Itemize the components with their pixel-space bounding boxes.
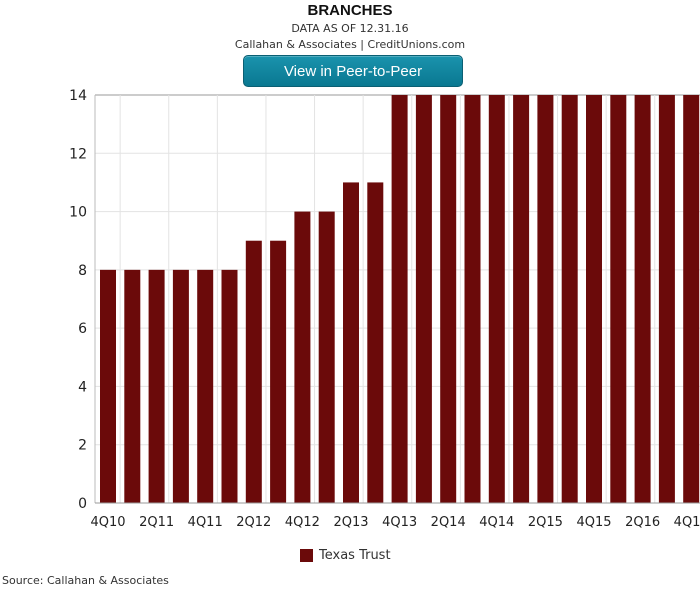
source-note: Source: Callahan & Associates xyxy=(2,574,169,587)
x-tick-label: 2Q15 xyxy=(528,515,563,530)
legend-swatch xyxy=(300,549,313,562)
bar xyxy=(245,240,262,503)
bar xyxy=(148,269,165,503)
bar xyxy=(197,269,214,503)
legend: Texas Trust xyxy=(300,548,391,563)
x-tick-label: 4Q15 xyxy=(576,515,611,530)
bar xyxy=(634,95,651,503)
bar xyxy=(172,269,189,503)
x-tick-label: 4Q12 xyxy=(285,515,320,530)
bar xyxy=(415,95,432,503)
bar xyxy=(610,95,627,503)
legend-label: Texas Trust xyxy=(319,548,391,563)
bar xyxy=(513,95,530,503)
bar xyxy=(488,95,505,503)
bar xyxy=(221,269,238,503)
bar xyxy=(270,240,287,503)
bar xyxy=(440,95,457,503)
bar xyxy=(586,95,602,503)
y-tick-label: 6 xyxy=(78,321,87,337)
y-tick-label: 0 xyxy=(78,496,87,512)
x-tick-label: 2Q12 xyxy=(236,515,271,530)
x-tick-label: 4Q16 xyxy=(674,515,700,530)
y-tick-label: 2 xyxy=(78,438,87,454)
bar xyxy=(367,182,384,503)
bar xyxy=(561,95,578,503)
y-tick-label: 8 xyxy=(78,263,87,279)
x-tick-label: 4Q11 xyxy=(188,515,223,530)
bar xyxy=(658,95,675,503)
bar-chart: 0 2 4 6 8 10 12 14 4Q10 2Q11 4Q11 2Q12 4Q12 2Q13 4Q13 2… xyxy=(69,88,700,530)
bar xyxy=(464,95,481,503)
bar xyxy=(100,269,116,503)
y-tick-label: 12 xyxy=(69,146,87,162)
x-tick-label: 2Q16 xyxy=(625,515,660,530)
x-tick-label: 4Q13 xyxy=(382,515,417,530)
data-as-of: DATA AS OF 12.31.16 xyxy=(291,22,409,35)
x-tick-label: 4Q14 xyxy=(479,515,514,530)
chart-title: BRANCHES xyxy=(307,2,393,19)
x-tick-label: 2Q11 xyxy=(139,515,174,530)
x-tick-label: 2Q13 xyxy=(333,515,368,530)
bar xyxy=(683,95,700,503)
x-tick-label: 4Q10 xyxy=(90,515,125,530)
bar xyxy=(124,269,141,503)
y-tick-label: 14 xyxy=(69,88,87,104)
bar xyxy=(343,182,359,503)
x-tick-label: 2Q14 xyxy=(431,515,466,530)
bar xyxy=(391,95,408,503)
y-tick-label: 10 xyxy=(69,205,87,221)
bar xyxy=(537,95,554,503)
bar xyxy=(318,211,335,504)
view-peer-to-peer-button[interactable]: View in Peer-to-Peer xyxy=(243,55,463,87)
y-tick-label: 4 xyxy=(78,379,87,395)
bar xyxy=(294,211,311,504)
attribution: Callahan & Associates | CreditUnions.com xyxy=(234,38,466,51)
